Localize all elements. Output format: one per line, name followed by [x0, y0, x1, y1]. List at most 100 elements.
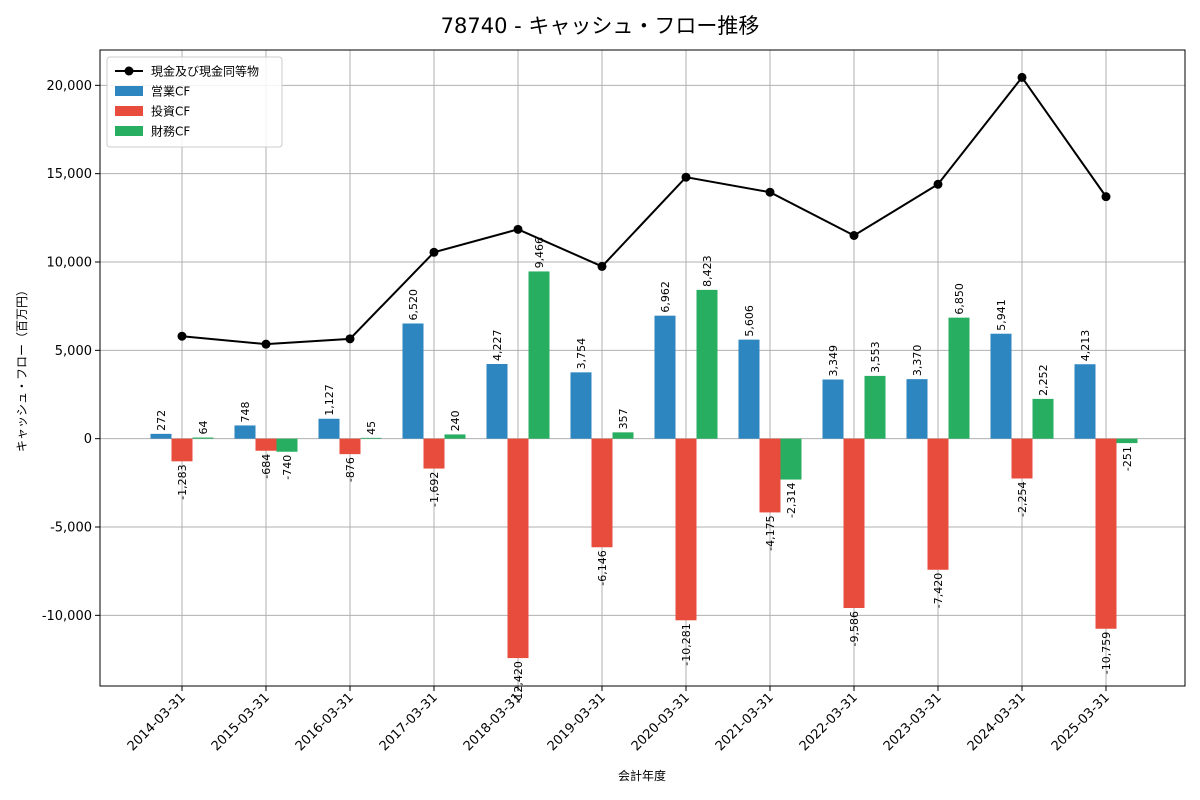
bar-営業CF — [822, 379, 844, 439]
bar-value-label: -10,759 — [1100, 632, 1113, 674]
x-tick-label: 2021-03-31 — [713, 690, 777, 754]
y-tick-label: 20,000 — [47, 79, 93, 94]
bar-財務CF — [276, 438, 298, 452]
plot-frame — [99, 49, 1186, 687]
bar-営業CF — [234, 425, 256, 439]
chart-title: 78740 - キャッシュ・フロー推移 — [441, 14, 760, 38]
bar-value-label: 6,520 — [407, 289, 420, 321]
bar-value-label: 3,553 — [869, 341, 882, 373]
bar-投資CF — [507, 438, 529, 659]
bar-value-label: -1,283 — [176, 464, 189, 499]
x-tick-label: 2023-03-31 — [881, 690, 945, 754]
bar-投資CF — [171, 438, 193, 462]
legend-label: 現金及び現金同等物 — [151, 64, 259, 79]
bar-value-label: 3,349 — [827, 345, 840, 377]
bar-value-label: 748 — [239, 401, 252, 422]
bar-value-label: 64 — [197, 421, 210, 435]
cash-point — [429, 247, 439, 257]
x-tick-label: 2019-03-31 — [545, 690, 609, 754]
bar-投資CF — [843, 438, 865, 609]
bar-営業CF — [486, 363, 508, 439]
bar-value-label: 272 — [155, 410, 168, 431]
cash-point — [681, 172, 691, 182]
bar-value-label: 6,962 — [659, 281, 672, 313]
bar-value-label: -10,281 — [680, 623, 693, 665]
bar-財務CF — [612, 432, 634, 439]
y-tick-label: 0 — [84, 432, 92, 447]
bar-投資CF — [591, 438, 613, 548]
x-tick-label: 2014-03-31 — [125, 690, 189, 754]
legend-label: 財務CF — [151, 124, 190, 139]
legend-box — [106, 56, 283, 148]
y-tick-label: 5,000 — [55, 344, 92, 359]
cash-point — [933, 179, 943, 189]
bar-営業CF — [570, 372, 592, 439]
x-tick-label: 2025-03-31 — [1049, 690, 1113, 754]
bar-営業CF — [1074, 364, 1096, 439]
cash-point — [345, 334, 355, 344]
bar-value-label: -251 — [1121, 446, 1134, 471]
cash-point — [261, 339, 271, 349]
bar-value-label: -2,254 — [1016, 481, 1029, 516]
cash-line — [181, 75, 1107, 346]
bar-value-label: -1,692 — [428, 472, 441, 507]
x-tick-label: 2017-03-31 — [377, 690, 441, 754]
bar-投資CF — [927, 438, 949, 570]
y-tick-label: -5,000 — [50, 521, 92, 536]
bar-営業CF — [906, 379, 928, 439]
x-tick-label: 2024-03-31 — [965, 690, 1029, 754]
bar-財務CF — [444, 434, 466, 439]
bar-value-label: 5,606 — [743, 305, 756, 337]
bar-value-label: 45 — [365, 421, 378, 435]
bar-財務CF — [948, 317, 970, 439]
bar-財務CF — [1032, 398, 1054, 439]
bar-投資CF — [255, 438, 277, 451]
bar-value-label: -4,175 — [764, 515, 777, 550]
bar-財務CF — [864, 375, 886, 439]
cash-point — [849, 231, 859, 240]
bar-財務CF — [780, 438, 802, 480]
bar-value-label: 240 — [449, 410, 462, 431]
cash-point — [597, 261, 607, 271]
bar-value-label: -6,146 — [596, 550, 609, 585]
bar-value-label: -9,586 — [848, 611, 861, 646]
legend-swatch-bar — [115, 106, 143, 116]
bar-投資CF — [1011, 438, 1033, 479]
cash-point — [1101, 192, 1111, 202]
x-tick-label: 2018-03-31 — [461, 690, 525, 754]
bar-営業CF — [738, 339, 760, 439]
bar-value-label: 4,227 — [491, 329, 504, 361]
bar-営業CF — [150, 433, 172, 439]
bar-財務CF — [360, 437, 382, 439]
bar-value-label: 9,466 — [533, 237, 546, 269]
cash-point — [513, 224, 523, 234]
x-tick-label: 2016-03-31 — [293, 690, 357, 754]
bar-財務CF — [696, 289, 718, 439]
bar-投資CF — [1095, 438, 1117, 629]
bar-投資CF — [339, 438, 361, 455]
bar-value-label: -7,420 — [932, 573, 945, 608]
bar-投資CF — [423, 438, 445, 469]
legend-label: 投資CF — [151, 104, 190, 119]
bar-value-label: -876 — [344, 457, 357, 482]
bar-投資CF — [759, 438, 781, 513]
bar-value-label: 3,754 — [575, 338, 588, 370]
bar-value-label: 2,252 — [1037, 364, 1050, 396]
bar-営業CF — [654, 315, 676, 439]
bar-value-label: 357 — [617, 408, 630, 429]
bar-value-label: -2,314 — [785, 483, 798, 518]
bar-営業CF — [318, 418, 340, 439]
bar-value-label: -12,420 — [512, 661, 525, 703]
x-tick-label: 2022-03-31 — [797, 690, 861, 754]
y-tick-label: 10,000 — [47, 256, 93, 271]
bar-投資CF — [675, 438, 697, 621]
legend-swatch-point — [124, 66, 134, 76]
bar-value-label: -684 — [260, 454, 273, 479]
y-tick-label: 15,000 — [47, 167, 93, 182]
bar-財務CF — [192, 437, 214, 439]
y-axis-title: キャッシュ・フロー（百万円） — [15, 284, 29, 452]
bar-財務CF — [1116, 438, 1138, 444]
cash-point — [177, 331, 187, 341]
